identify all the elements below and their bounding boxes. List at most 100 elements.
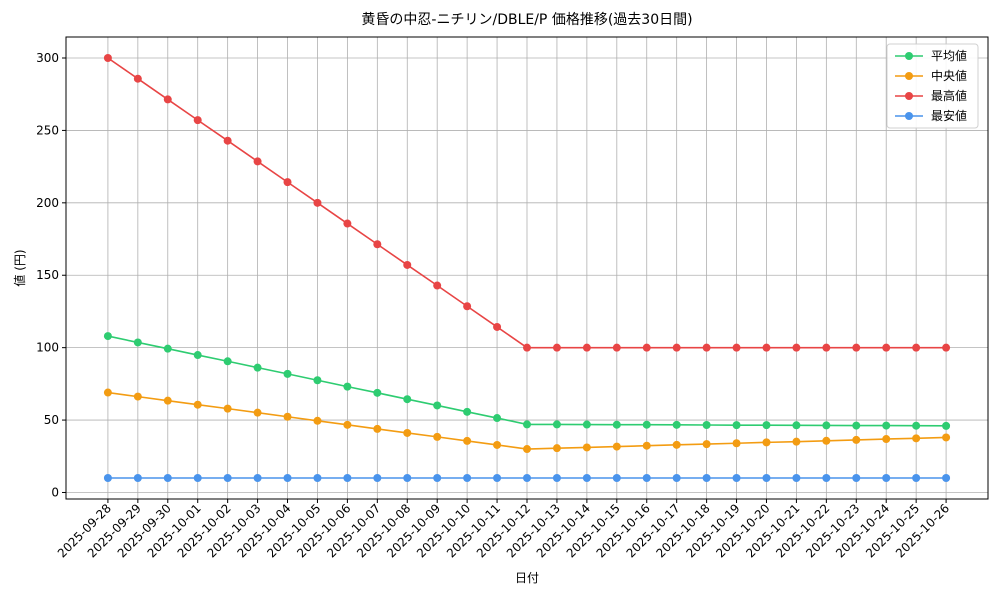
point (612, 420, 621, 429)
point (702, 474, 711, 482)
point (732, 421, 741, 430)
point (373, 240, 382, 249)
point (463, 302, 472, 311)
point (253, 474, 262, 482)
point (642, 420, 651, 429)
point (253, 363, 262, 372)
y-tick-label: 100 (36, 341, 59, 355)
point (493, 474, 502, 482)
point (822, 421, 831, 430)
point (732, 439, 741, 448)
point (133, 392, 142, 401)
point (103, 474, 112, 482)
legend-label: 最高値 (931, 88, 967, 103)
y-tick-label: 200 (36, 196, 59, 210)
point (283, 474, 292, 482)
point (493, 414, 502, 423)
point (672, 474, 681, 482)
point (313, 198, 322, 207)
point (552, 444, 561, 453)
point (762, 343, 771, 352)
point (283, 369, 292, 378)
point (822, 474, 831, 482)
point (702, 440, 711, 449)
point (163, 396, 172, 405)
point (103, 388, 112, 397)
point (942, 343, 951, 352)
point (672, 343, 681, 352)
point (612, 442, 621, 451)
point (732, 474, 741, 482)
point (193, 116, 202, 125)
point (523, 474, 531, 482)
point (253, 408, 262, 417)
point (792, 437, 801, 446)
point (882, 474, 891, 482)
point (612, 343, 621, 352)
legend-label: 最安値 (931, 108, 967, 123)
point (582, 420, 591, 429)
y-tick-label: 0 (51, 485, 59, 499)
point (882, 435, 891, 444)
point (343, 474, 352, 482)
point (253, 157, 262, 166)
point (852, 474, 861, 482)
point (343, 420, 352, 429)
point (912, 434, 921, 443)
point (163, 344, 172, 353)
point (642, 441, 651, 450)
point (193, 400, 202, 409)
point (523, 343, 531, 352)
point (433, 432, 442, 441)
point (433, 474, 442, 482)
point (163, 95, 172, 104)
legend-marker (905, 92, 913, 100)
legend-label: 中央値 (931, 68, 967, 83)
point (792, 474, 801, 482)
point (852, 435, 861, 444)
point (882, 421, 891, 430)
point (582, 443, 591, 452)
point (642, 343, 651, 352)
chart-title: 黄昏の中忍-ニチリン/DBLE/P 価格推移(過去30日間) (361, 11, 692, 28)
legend-marker (905, 112, 913, 120)
point (762, 438, 771, 447)
point (762, 474, 771, 482)
point (822, 343, 831, 352)
point (223, 357, 232, 366)
point (163, 474, 172, 482)
point (672, 420, 681, 429)
point (582, 474, 591, 482)
point (942, 474, 951, 482)
point (912, 474, 921, 482)
point (133, 74, 142, 83)
point (552, 474, 561, 482)
point (313, 474, 322, 482)
point (103, 332, 112, 341)
point (403, 260, 412, 269)
point (223, 474, 232, 482)
point (852, 421, 861, 430)
point (463, 436, 472, 445)
y-tick-label: 300 (36, 51, 59, 65)
y-tick-label: 250 (36, 123, 59, 137)
point (552, 343, 561, 352)
plot-frame (65, 36, 989, 500)
point (373, 388, 382, 397)
point (523, 445, 531, 454)
legend-marker (905, 52, 913, 60)
point (103, 54, 112, 62)
point (193, 474, 202, 482)
point (792, 343, 801, 352)
point (133, 474, 142, 482)
point (732, 343, 741, 352)
point (762, 421, 771, 430)
point (882, 343, 891, 352)
point (403, 395, 412, 404)
point (942, 433, 951, 442)
point (582, 343, 591, 352)
y-tick-label: 150 (36, 268, 59, 282)
point (493, 322, 502, 331)
point (702, 343, 711, 352)
